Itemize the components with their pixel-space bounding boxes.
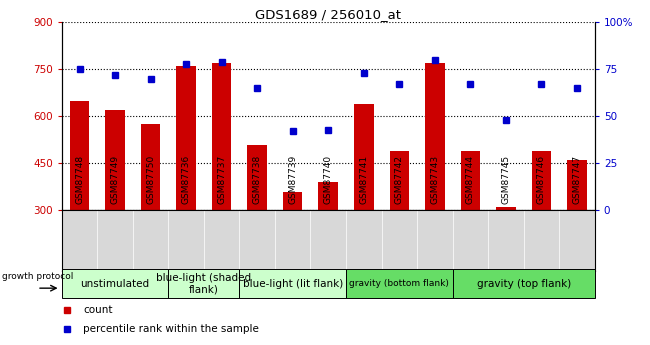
Bar xyxy=(532,151,551,210)
Bar xyxy=(176,66,196,210)
Bar xyxy=(389,151,409,210)
Bar xyxy=(354,104,374,210)
Bar xyxy=(239,269,346,298)
Bar xyxy=(461,151,480,210)
Text: percentile rank within the sample: percentile rank within the sample xyxy=(83,324,259,334)
Bar xyxy=(248,145,267,210)
Bar xyxy=(452,269,595,298)
Bar xyxy=(425,63,445,210)
Title: GDS1689 / 256010_at: GDS1689 / 256010_at xyxy=(255,8,401,21)
Bar xyxy=(62,269,168,298)
Bar xyxy=(168,269,239,298)
Bar xyxy=(346,269,452,298)
Bar xyxy=(318,182,338,210)
Text: growth protocol: growth protocol xyxy=(2,272,73,281)
Text: unstimulated: unstimulated xyxy=(81,279,150,289)
Text: gravity (top flank): gravity (top flank) xyxy=(476,279,571,289)
Bar xyxy=(496,207,515,210)
Text: count: count xyxy=(83,305,112,315)
Bar xyxy=(141,124,161,210)
Bar xyxy=(70,101,89,210)
Text: blue-light (lit flank): blue-light (lit flank) xyxy=(242,279,343,289)
Text: gravity (bottom flank): gravity (bottom flank) xyxy=(350,279,449,288)
Bar xyxy=(567,160,587,210)
Bar xyxy=(283,191,302,210)
Bar xyxy=(212,63,231,210)
Text: blue-light (shaded
flank): blue-light (shaded flank) xyxy=(156,273,252,295)
Bar xyxy=(105,110,125,210)
